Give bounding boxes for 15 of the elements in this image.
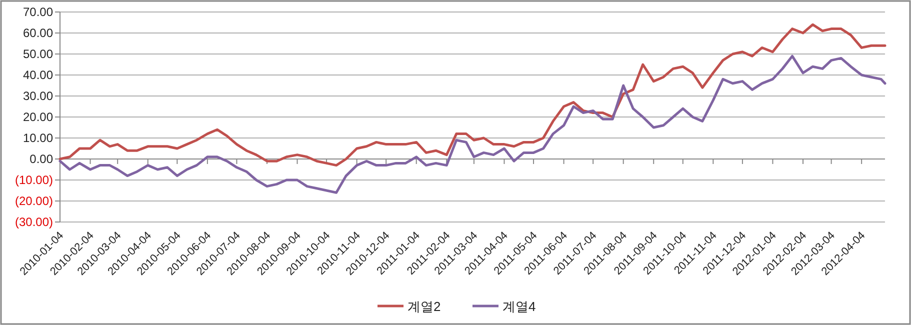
y-tick-label: 40.00: [22, 68, 54, 82]
y-tick-label: (30.00): [14, 215, 53, 229]
y-tick-label: (20.00): [14, 194, 53, 208]
line-series: [58, 54, 886, 194]
y-tick-label: 60.00: [22, 26, 54, 40]
legend-label: 계열4: [502, 299, 536, 314]
y-tick-label: (10.00): [14, 173, 53, 187]
y-tick-label: 10.00: [22, 131, 54, 145]
y-tick-label: 0.00: [30, 152, 54, 166]
y-tick-label: 20.00: [22, 110, 54, 124]
line-series: [58, 23, 886, 167]
y-tick-label: 50.00: [22, 47, 54, 61]
y-tick-label: 30.00: [22, 89, 54, 103]
y-tick-label: 70.00: [22, 5, 54, 19]
legend-label: 계열2: [408, 299, 441, 314]
